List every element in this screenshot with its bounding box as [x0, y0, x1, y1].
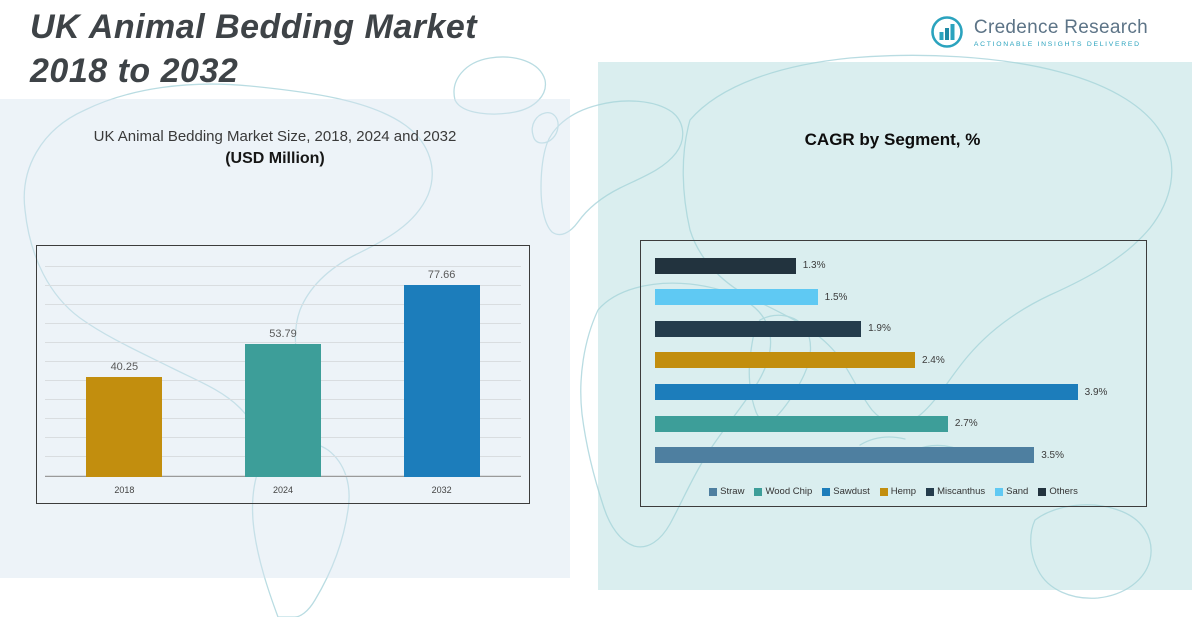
brand-tagline: Actionable Insights Delivered — [973, 40, 1141, 48]
cagr-value-label: 2.4% — [921, 354, 945, 366]
page-title: UK Animal Bedding Market 2018 to 2032 — [30, 6, 477, 93]
legend-label-miscanthus: Miscanthus — [937, 486, 986, 497]
legend-swatch-hemp — [879, 487, 888, 496]
market-size-chart-title: UK Animal Bedding Market Size, 2018, 202… — [93, 128, 457, 145]
cagr-chart: 1.3% 1.5% 1.9% 2.4% 3.9% 2.7% 3.5% Straw Wood C… — [640, 240, 1147, 507]
bar-value-label: 40.25 — [110, 361, 139, 373]
cagr-bar-sand — [655, 289, 818, 306]
cagr-bar-others — [655, 257, 796, 274]
legend-swatch-straw — [709, 487, 718, 496]
cagr-legend: Straw Wood Chip Sawdust Hemp Miscanthus Sand O… — [641, 486, 1146, 497]
legend-item-miscanthus: Miscanthus — [926, 486, 985, 497]
x-axis-label: 2024 — [272, 485, 293, 495]
credence-research-logo-icon — [931, 16, 963, 48]
bar-value-label: 53.79 — [269, 328, 297, 340]
cagr-bar-straw — [655, 447, 1035, 464]
x-axis-label: 2018 — [114, 485, 135, 495]
legend-label-sand: Sand — [1006, 486, 1029, 497]
cagr-row-miscanthus: 1.9% — [655, 320, 1132, 337]
legend-item-hemp: Hemp — [879, 486, 917, 497]
bar-2032 — [403, 285, 480, 477]
bar-column-2024: 53.79 2024 — [244, 254, 321, 503]
page-title-line2: 2018 to 2032 — [30, 51, 239, 90]
legend-item-wood-chip: Wood Chip — [754, 486, 812, 497]
legend-item-straw: Straw — [709, 486, 744, 497]
cagr-bar-sawdust — [655, 384, 1078, 401]
cagr-value-label: 1.3% — [802, 260, 826, 271]
legend-item-others: Others — [1038, 486, 1078, 497]
cagr-value-label: 1.5% — [824, 291, 848, 303]
legend-label-hemp: Hemp — [890, 486, 917, 497]
market-size-chart-subtitle: (USD Million) — [225, 150, 325, 167]
bar-column-2018: 40.25 2018 — [86, 254, 163, 503]
legend-swatch-others — [1038, 487, 1047, 496]
brand-text-block: Credence Research Actionable Insights De… — [974, 17, 1148, 48]
cagr-value-label: 1.9% — [868, 323, 891, 335]
cagr-value-label: 3.5% — [1041, 449, 1064, 461]
cagr-bar-hemp — [655, 352, 915, 369]
cagr-chart-title: CAGR by Segment, % — [804, 130, 981, 149]
legend-label-sawdust: Sawdust — [833, 486, 870, 497]
legend-swatch-sand — [995, 487, 1004, 496]
cagr-value-label: 3.9% — [1084, 386, 1108, 398]
legend-label-straw: Straw — [720, 486, 745, 497]
legend-swatch-wood-chip — [754, 487, 763, 496]
bar-column-2032: 77.66 2032 — [403, 254, 480, 503]
market-size-chart: 40.25 2018 53.79 2024 77.66 2032 — [36, 245, 530, 504]
bar-2024 — [244, 344, 321, 477]
legend-item-sawdust: Sawdust — [822, 486, 870, 497]
page-title-line1: UK Animal Bedding Market — [30, 8, 478, 46]
legend-swatch-sawdust — [822, 487, 831, 496]
legend-swatch-miscanthus — [926, 487, 935, 496]
legend-label-wood-chip: Wood Chip — [765, 486, 813, 497]
cagr-value-label: 2.7% — [954, 418, 978, 430]
cagr-row-sawdust: 3.9% — [655, 384, 1132, 401]
brand-logo: Credence Research Actionable Insights De… — [929, 14, 1148, 50]
market-size-columns: 40.25 2018 53.79 2024 77.66 2032 — [45, 254, 521, 503]
cagr-row-others: 1.3% — [655, 257, 1132, 274]
legend-label-others: Others — [1049, 486, 1078, 497]
cagr-row-wood-chip: 2.7% — [655, 415, 1132, 432]
x-axis-label: 2032 — [431, 485, 452, 495]
cagr-row-hemp: 2.4% — [655, 352, 1132, 369]
cagr-row-sand: 1.5% — [655, 289, 1132, 306]
bar-value-label: 77.66 — [427, 269, 456, 281]
cagr-rows: 1.3% 1.5% 1.9% 2.4% 3.9% 2.7% 3.5% — [655, 257, 1132, 464]
legend-item-sand: Sand — [995, 486, 1028, 497]
cagr-bar-wood-chip — [655, 415, 948, 432]
brand-name: Credence Research — [973, 16, 1148, 38]
cagr-bar-miscanthus — [655, 320, 862, 337]
cagr-row-straw: 3.5% — [655, 447, 1132, 464]
bar-2018 — [86, 377, 163, 477]
